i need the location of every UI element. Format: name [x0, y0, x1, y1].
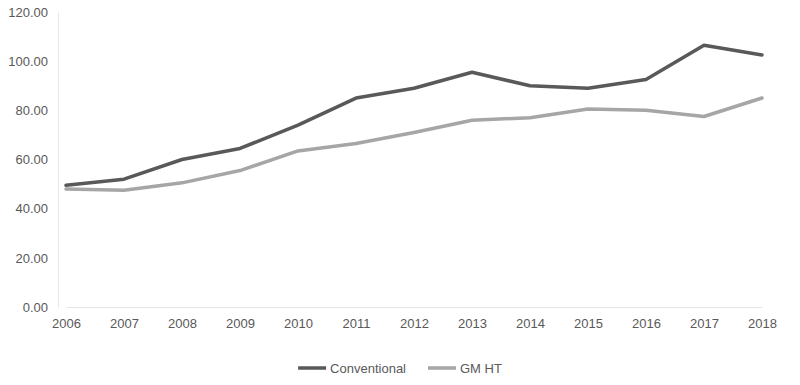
x-axis: 2006 2007 2008 2009 2010 2011 2012 2013 2014 2015… — [52, 307, 777, 331]
y-tick: 60.00 — [15, 152, 58, 167]
y-tick-label: 60.00 — [15, 152, 48, 167]
x-tick: 2008 — [168, 307, 197, 331]
legend-item: GM HT — [428, 361, 502, 376]
series-group — [66, 45, 762, 190]
x-tick-label: 2009 — [226, 316, 255, 331]
y-tick: 20.00 — [15, 250, 58, 265]
x-tick: 2015 — [574, 307, 603, 331]
legend-swatch — [298, 366, 326, 370]
y-axis-line — [58, 13, 59, 308]
legend-item: Conventional — [298, 361, 406, 376]
y-tick-label: 80.00 — [15, 103, 48, 118]
y-tick: 120.00 — [8, 5, 58, 20]
y-tick-label: 120.00 — [8, 5, 48, 20]
y-tick: 40.00 — [15, 201, 58, 216]
x-tick: 2006 — [52, 307, 81, 331]
y-tick-label: 20.00 — [15, 250, 48, 265]
x-tick: 2014 — [516, 307, 545, 331]
x-tick: 2013 — [458, 307, 487, 331]
y-tick-label: 40.00 — [15, 201, 48, 216]
legend-label: Conventional — [330, 361, 406, 376]
legend: Conventional GM HT — [298, 361, 502, 376]
legend-swatch — [428, 366, 456, 370]
y-tick: 80.00 — [15, 103, 58, 118]
x-tick-label: 2017 — [690, 316, 719, 331]
x-axis-line — [67, 307, 763, 308]
x-tick-label: 2012 — [400, 316, 429, 331]
x-tick: 2012 — [400, 307, 429, 331]
x-tick-label: 2007 — [110, 316, 139, 331]
x-tick-label: 2008 — [168, 316, 197, 331]
y-axis: 0.00 20.00 40.00 60.00 80.00 100.00 120.00 — [8, 5, 58, 315]
series-line — [66, 45, 762, 185]
y-tick: 0.00 — [23, 300, 58, 315]
chart: 0.00 20.00 40.00 60.00 80.00 100.00 120.00 2006… — [0, 0, 800, 385]
y-tick-label: 0.00 — [23, 300, 48, 315]
x-tick: 2016 — [632, 307, 661, 331]
legend-label: GM HT — [460, 361, 502, 376]
x-tick-label: 2015 — [574, 316, 603, 331]
x-tick-label: 2014 — [516, 316, 545, 331]
x-tick-label: 2006 — [52, 316, 81, 331]
x-tick-label: 2013 — [458, 316, 487, 331]
x-tick: 2011 — [343, 307, 371, 331]
x-tick-label: 2018 — [748, 316, 777, 331]
y-tick-label: 100.00 — [8, 54, 48, 69]
x-tick: 2017 — [690, 307, 719, 331]
x-tick: 2010 — [284, 307, 313, 331]
series-line — [66, 98, 762, 190]
plot-area: 0.00 20.00 40.00 60.00 80.00 100.00 120.00 2006… — [8, 5, 777, 332]
x-tick-label: 2010 — [284, 316, 313, 331]
x-tick-label: 2011 — [343, 316, 371, 331]
y-tick: 100.00 — [8, 54, 58, 69]
x-tick: 2007 — [110, 307, 139, 331]
x-tick: 2009 — [226, 307, 255, 331]
x-tick-label: 2016 — [632, 316, 661, 331]
x-tick: 2018 — [748, 307, 777, 331]
